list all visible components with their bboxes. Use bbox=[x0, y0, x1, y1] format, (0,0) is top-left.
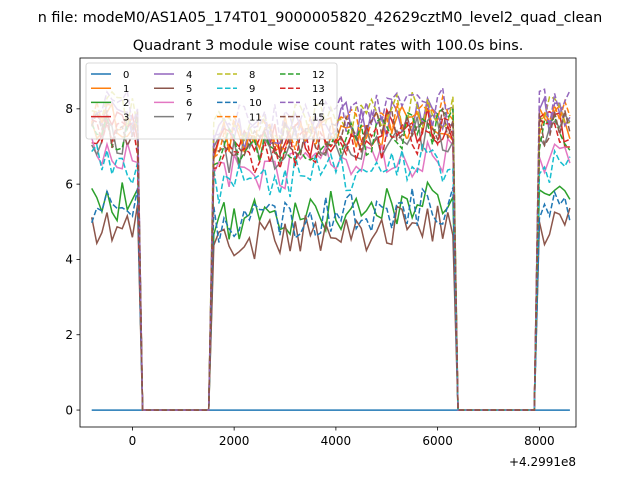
x-tick-label: 8000 bbox=[524, 434, 555, 448]
x-tick-label: 4000 bbox=[321, 434, 352, 448]
legend-label: 2 bbox=[123, 98, 129, 109]
legend-box bbox=[85, 62, 338, 140]
legend-label: 11 bbox=[249, 112, 262, 123]
x-tick-label: 0 bbox=[129, 434, 137, 448]
legend-label: 3 bbox=[123, 112, 129, 123]
legend-label: 6 bbox=[186, 98, 192, 109]
legend-label: 9 bbox=[249, 84, 255, 95]
y-tick-label: 4 bbox=[65, 253, 73, 267]
y-tick-label: 8 bbox=[65, 102, 73, 116]
legend-label: 12 bbox=[312, 70, 325, 81]
chart-title: Quadrant 3 module wise count rates with … bbox=[133, 38, 524, 54]
y-tick-label: 6 bbox=[65, 177, 73, 191]
legend-label: 13 bbox=[312, 84, 325, 95]
legend-label: 8 bbox=[249, 70, 255, 81]
legend-label: 15 bbox=[312, 112, 325, 123]
plot-frame bbox=[79, 57, 577, 428]
legend-label: 7 bbox=[186, 112, 192, 123]
legend-label: 10 bbox=[249, 98, 262, 109]
y-tick-label: 0 bbox=[65, 403, 73, 417]
legend-label: 0 bbox=[123, 70, 129, 81]
y-tick-label: 2 bbox=[65, 328, 73, 342]
x-axis-offset-label: +4.2991e8 bbox=[509, 455, 576, 469]
series-line-12 bbox=[91, 107, 571, 411]
figure-suptitle: n file: modeM0/AS1A05_174T01_9000005820_… bbox=[38, 10, 603, 26]
legend-label: 14 bbox=[312, 98, 325, 109]
legend-label: 4 bbox=[186, 70, 192, 81]
series-line-15 bbox=[90, 107, 571, 411]
legend-label: 1 bbox=[123, 84, 129, 95]
x-axis: 0 2000 4000 6000 8000 bbox=[129, 427, 555, 448]
x-tick-label: 2000 bbox=[219, 434, 250, 448]
x-tick-label: 6000 bbox=[422, 434, 453, 448]
legend-label: 5 bbox=[186, 84, 192, 95]
y-axis: 0 2 4 6 8 bbox=[65, 102, 80, 417]
